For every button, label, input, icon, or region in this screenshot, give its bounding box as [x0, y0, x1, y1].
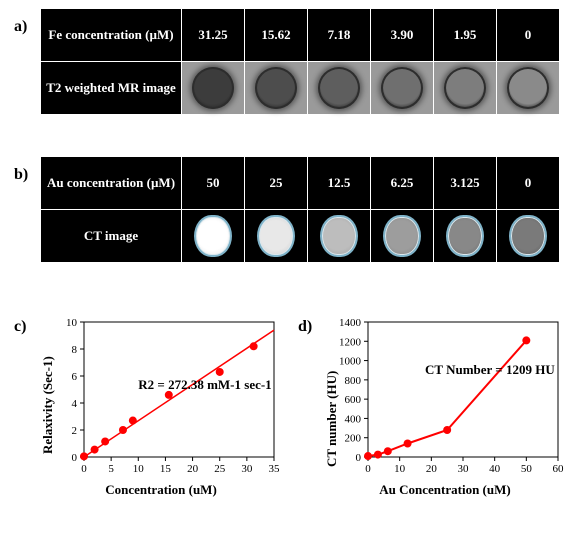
- panel-label-b: b): [14, 166, 28, 184]
- panel-d-ylabel: CT number (HU): [324, 371, 340, 467]
- panel-label-a: a): [14, 18, 27, 36]
- ct-well-cell: [245, 210, 308, 263]
- svg-text:0: 0: [356, 452, 362, 464]
- svg-text:1400: 1400: [339, 317, 362, 329]
- panel-label-c: c): [14, 318, 26, 336]
- panel-d-annotation: CT Number = 1209 HU: [425, 362, 555, 378]
- svg-text:10: 10: [66, 317, 78, 329]
- mr-well: [192, 67, 234, 109]
- panel-c-annotation: R2 = 272.38 mM-1 sec-1: [138, 377, 271, 393]
- svg-text:8: 8: [72, 344, 78, 356]
- panel-a-row-label: T2 weighted MR image: [41, 62, 182, 115]
- ct-well-cell: [308, 210, 371, 263]
- ct-well: [257, 215, 295, 257]
- panel-c-ylabel: Relaxivity (Sec-1): [40, 356, 56, 454]
- mr-well: [444, 67, 486, 109]
- panel-b-conc-header: 3.125: [434, 157, 497, 210]
- panel-b-conc-header: 6.25: [371, 157, 434, 210]
- ct-well: [446, 215, 484, 257]
- ct-well: [194, 215, 232, 257]
- svg-text:10: 10: [133, 463, 145, 475]
- panel-b-conc-header: 25: [245, 157, 308, 210]
- panel-b-header-row: Au concentration (µM) 502512.56.253.1250: [41, 157, 560, 210]
- panel-d-chart: 01020304050600200400600800100012001400 C…: [320, 312, 570, 522]
- svg-text:20: 20: [426, 463, 438, 475]
- panel-b-header-label: Au concentration (µM): [41, 157, 182, 210]
- panel-b-conc-header: 50: [182, 157, 245, 210]
- mr-well-cell: [308, 62, 371, 115]
- svg-text:50: 50: [521, 463, 533, 475]
- panel-c-chart: 0 5 10 15 20 25 30 35 0 2 4 6 8 10 Relaxivity (Sec-1)…: [36, 312, 286, 522]
- ct-well-cell: [497, 210, 560, 263]
- svg-text:30: 30: [458, 463, 470, 475]
- panel-a-conc-header: 0: [497, 9, 560, 62]
- svg-text:30: 30: [241, 463, 253, 475]
- panel-a-header-label: Fe concentration (µM): [41, 9, 182, 62]
- panel-b-row-label: CT image: [41, 210, 182, 263]
- svg-text:0: 0: [81, 463, 87, 475]
- panel-a-conc-header: 7.18: [308, 9, 371, 62]
- mr-well: [507, 67, 549, 109]
- panel-b-conc-header: 0: [497, 157, 560, 210]
- mr-well: [255, 67, 297, 109]
- figure: a) Fe concentration (µM) 31.2515.627.183…: [0, 0, 584, 535]
- panel-c-svg: 0 5 10 15 20 25 30 35 0 2 4 6 8 10: [36, 312, 286, 497]
- mr-well: [318, 67, 360, 109]
- ct-well: [383, 215, 421, 257]
- svg-text:35: 35: [269, 463, 281, 475]
- svg-text:0: 0: [365, 463, 371, 475]
- panel-a-conc-header: 1.95: [434, 9, 497, 62]
- mr-well-cell: [434, 62, 497, 115]
- ct-well-cell: [434, 210, 497, 263]
- panel-a-conc-header: 3.90: [371, 9, 434, 62]
- svg-text:400: 400: [345, 413, 362, 425]
- panel-a-header-row: Fe concentration (µM) 31.2515.627.183.90…: [41, 9, 560, 62]
- panel-label-d: d): [298, 318, 312, 336]
- mr-well-cell: [371, 62, 434, 115]
- svg-text:2: 2: [72, 425, 78, 437]
- svg-text:1000: 1000: [339, 356, 362, 368]
- svg-text:5: 5: [108, 463, 114, 475]
- mr-well-cell: [497, 62, 560, 115]
- svg-text:15: 15: [160, 463, 172, 475]
- panel-c-xlabel: Concentration (uM): [36, 482, 286, 498]
- svg-text:800: 800: [345, 375, 362, 387]
- ct-well: [509, 215, 547, 257]
- svg-text:200: 200: [345, 433, 362, 445]
- panel-b-conc-header: 12.5: [308, 157, 371, 210]
- ct-well-cell: [182, 210, 245, 263]
- svg-text:25: 25: [214, 463, 226, 475]
- svg-text:10: 10: [394, 463, 406, 475]
- svg-text:600: 600: [345, 394, 362, 406]
- mr-well-cell: [182, 62, 245, 115]
- panel-a-conc-header: 15.62: [245, 9, 308, 62]
- svg-text:4: 4: [72, 398, 78, 410]
- svg-text:40: 40: [489, 463, 501, 475]
- panel-b-image-row: CT image: [41, 210, 560, 263]
- panel-a-table: Fe concentration (µM) 31.2515.627.183.90…: [40, 8, 560, 115]
- svg-text:6: 6: [72, 371, 78, 383]
- panel-b-table: Au concentration (µM) 502512.56.253.1250…: [40, 156, 560, 263]
- mr-well: [381, 67, 423, 109]
- svg-text:1200: 1200: [339, 336, 362, 348]
- panel-a-image-row: T2 weighted MR image: [41, 62, 560, 115]
- mr-well-cell: [245, 62, 308, 115]
- svg-text:60: 60: [553, 463, 565, 475]
- svg-text:20: 20: [187, 463, 199, 475]
- panel-d-xlabel: Au Concentration (uM): [320, 482, 570, 498]
- ct-well-cell: [371, 210, 434, 263]
- svg-text:0: 0: [72, 452, 78, 464]
- panel-d-svg: 01020304050600200400600800100012001400: [320, 312, 570, 497]
- ct-well: [320, 215, 358, 257]
- panel-a-conc-header: 31.25: [182, 9, 245, 62]
